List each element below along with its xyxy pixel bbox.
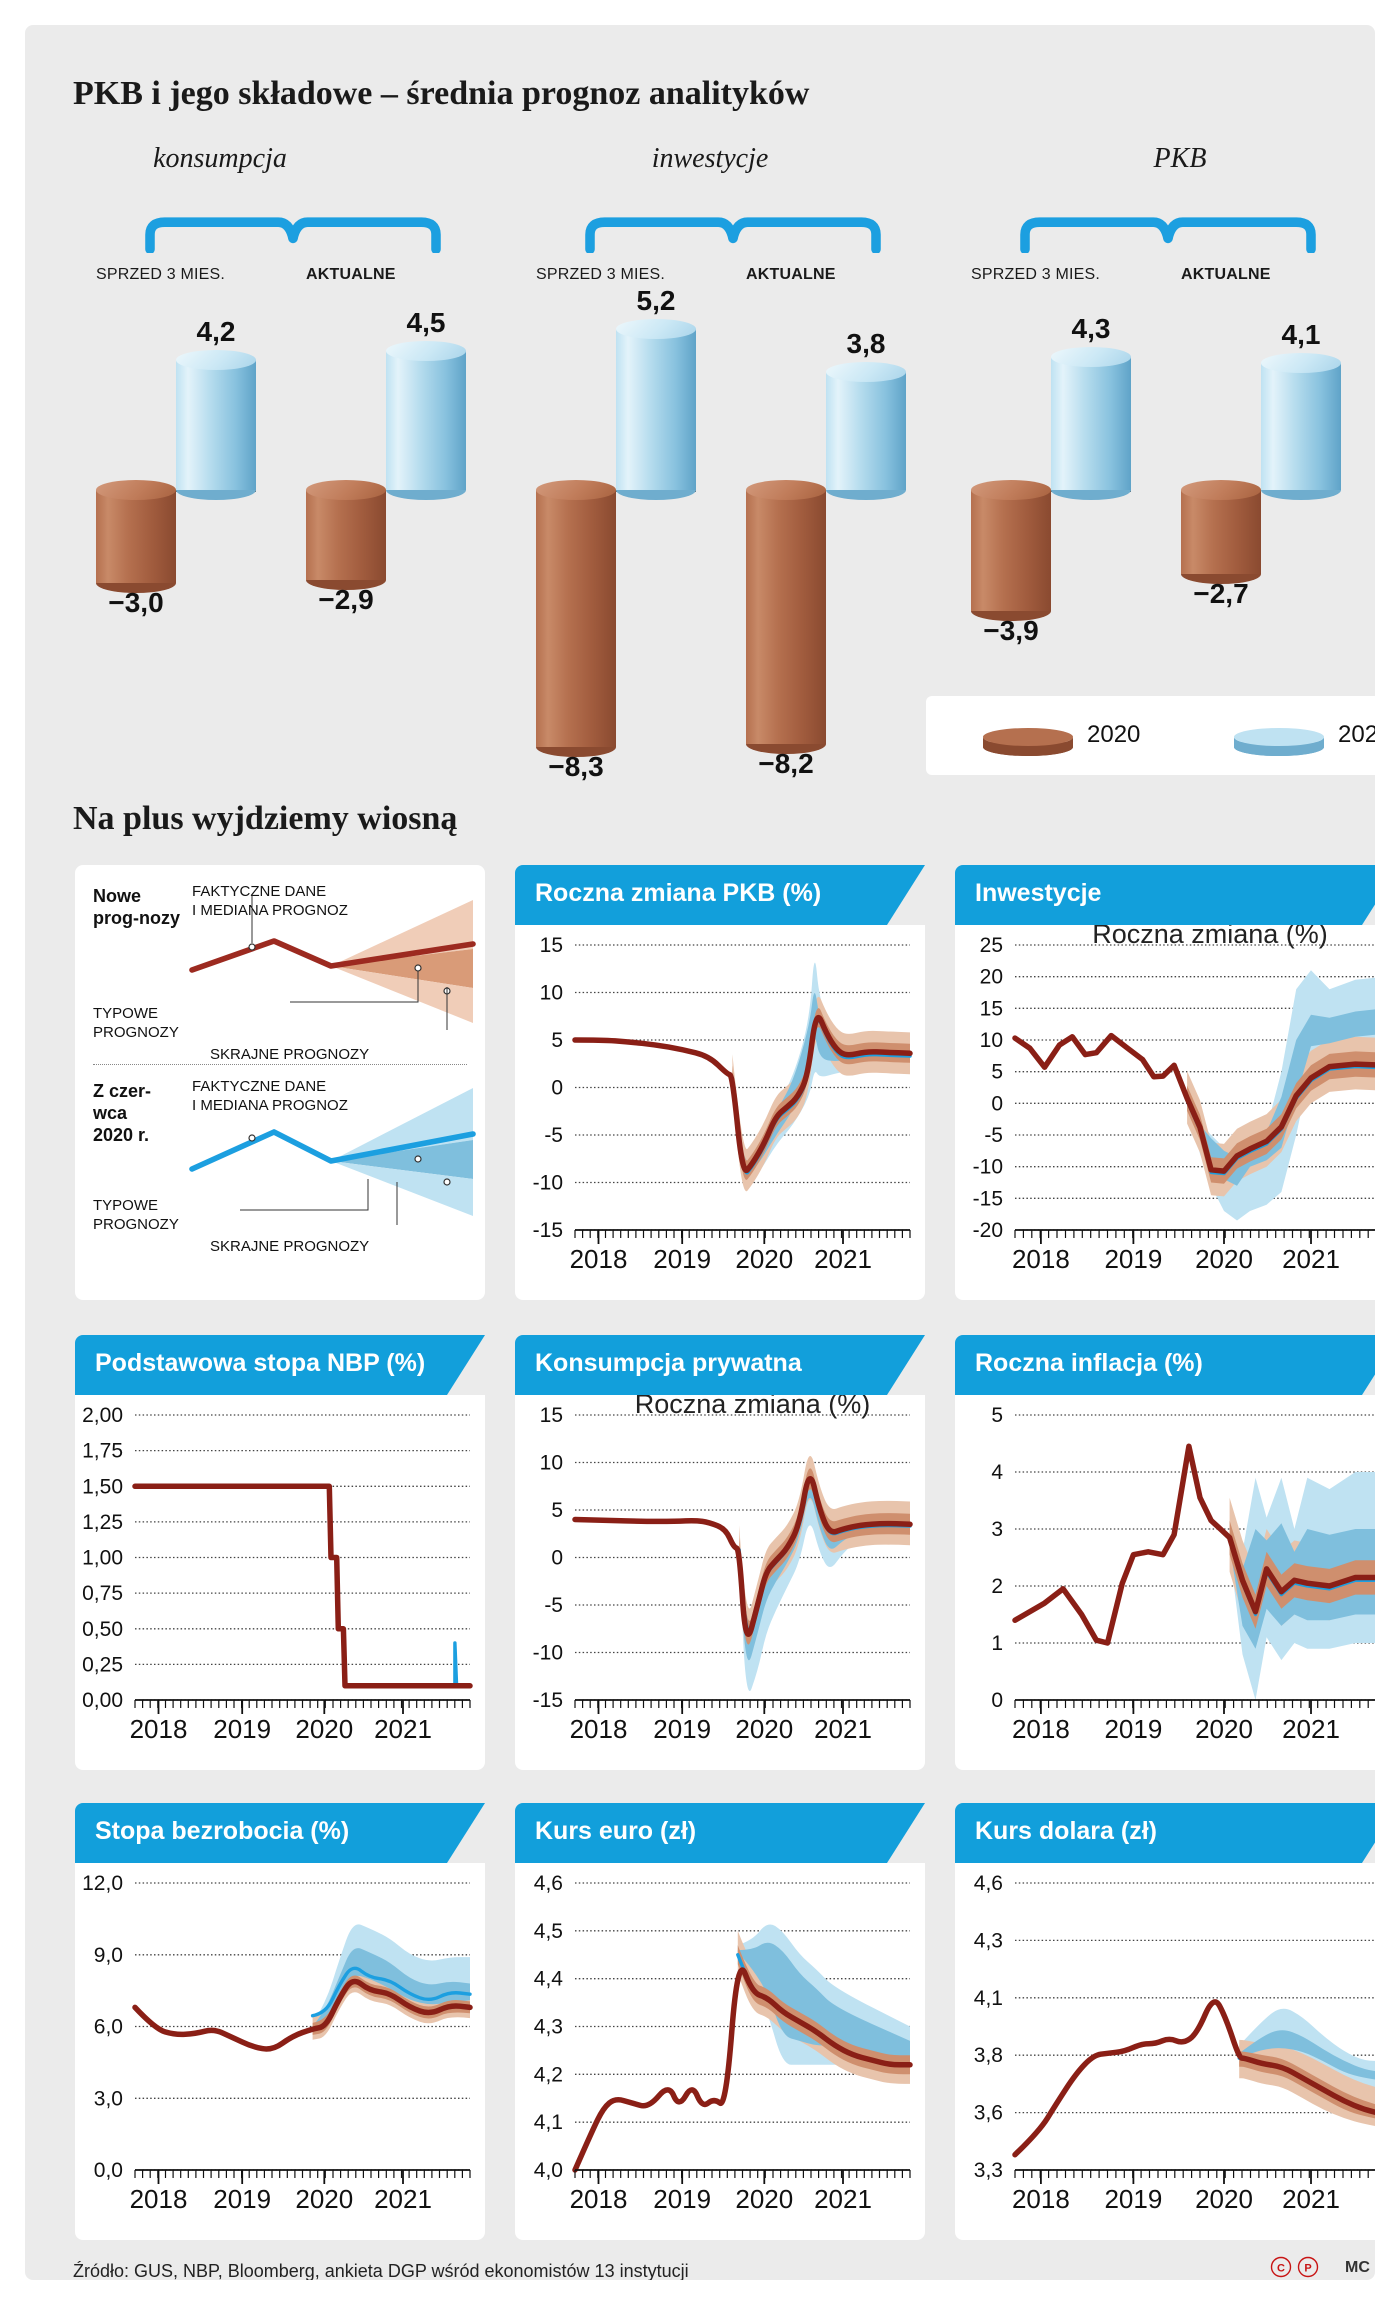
- svg-text:2020: 2020: [735, 1244, 793, 1274]
- svg-text:2020: 2020: [1195, 2184, 1253, 2214]
- svg-text:3,8: 3,8: [974, 2044, 1003, 2067]
- svg-text:2020: 2020: [295, 1714, 353, 1744]
- svg-text:4,6: 4,6: [974, 1872, 1003, 1895]
- svg-text:3,0: 3,0: [94, 2087, 123, 2110]
- svg-text:2020: 2020: [735, 1714, 793, 1744]
- svg-text:Roczna zmiana (%): Roczna zmiana (%): [1092, 925, 1328, 949]
- svg-text:15: 15: [540, 934, 563, 957]
- svg-text:2,00: 2,00: [82, 1404, 123, 1427]
- svg-text:2020: 2020: [295, 2184, 353, 2214]
- svg-text:4,1: 4,1: [974, 1987, 1003, 2010]
- svg-text:2019: 2019: [653, 2184, 711, 2214]
- svg-text:2018: 2018: [130, 1714, 188, 1744]
- svg-text:2021: 2021: [1282, 2184, 1340, 2214]
- svg-text:2020: 2020: [1195, 1714, 1253, 1744]
- svg-text:4,1: 4,1: [534, 2111, 563, 2134]
- svg-text:Roczna zmiana (%): Roczna zmiana (%): [635, 1395, 871, 1419]
- svg-text:2019: 2019: [213, 1714, 271, 1744]
- svg-text:2021: 2021: [814, 2184, 872, 2214]
- svg-text:3: 3: [991, 1518, 1003, 1541]
- svg-text:2018: 2018: [570, 1244, 628, 1274]
- svg-text:-5: -5: [984, 1124, 1003, 1147]
- svg-text:4: 4: [991, 1461, 1003, 1484]
- svg-text:1: 1: [991, 1632, 1003, 1655]
- svg-text:2018: 2018: [570, 1714, 628, 1744]
- svg-text:P: P: [1304, 2262, 1311, 2274]
- svg-text:2019: 2019: [1104, 2184, 1162, 2214]
- svg-text:25: 25: [980, 934, 1003, 957]
- svg-text:5: 5: [551, 1029, 563, 1052]
- svg-text:0,0: 0,0: [94, 2159, 123, 2182]
- svg-text:0: 0: [551, 1547, 563, 1570]
- svg-text:10: 10: [540, 1452, 563, 1475]
- svg-text:20: 20: [980, 966, 1003, 989]
- svg-text:-10: -10: [533, 1172, 563, 1195]
- svg-text:1,50: 1,50: [82, 1475, 123, 1498]
- svg-text:2021: 2021: [814, 1244, 872, 1274]
- svg-text:0,50: 0,50: [82, 1618, 123, 1641]
- svg-text:4,4: 4,4: [534, 1968, 564, 1991]
- svg-text:2021: 2021: [374, 1714, 432, 1744]
- svg-text:-15: -15: [973, 1187, 1003, 1210]
- svg-text:0,25: 0,25: [82, 1653, 123, 1676]
- svg-text:2018: 2018: [130, 2184, 188, 2214]
- svg-text:2020: 2020: [735, 2184, 793, 2214]
- svg-text:1,25: 1,25: [82, 1511, 123, 1534]
- svg-text:-15: -15: [533, 1689, 563, 1712]
- svg-text:-20: -20: [973, 1219, 1003, 1242]
- svg-text:C: C: [1277, 2262, 1285, 2274]
- svg-text:4,3: 4,3: [534, 2016, 563, 2039]
- svg-text:12,0: 12,0: [82, 1872, 123, 1895]
- svg-text:-5: -5: [544, 1594, 563, 1617]
- svg-text:2021: 2021: [1282, 1244, 1340, 1274]
- svg-text:1,00: 1,00: [82, 1547, 123, 1570]
- svg-text:2019: 2019: [1104, 1714, 1162, 1744]
- svg-text:0: 0: [551, 1077, 563, 1100]
- svg-text:2021: 2021: [374, 2184, 432, 2214]
- svg-text:2020: 2020: [1195, 1244, 1253, 1274]
- svg-text:2019: 2019: [653, 1714, 711, 1744]
- svg-text:9,0: 9,0: [94, 1944, 123, 1967]
- svg-text:10: 10: [540, 982, 563, 1005]
- svg-text:-15: -15: [533, 1219, 563, 1242]
- svg-text:4,2: 4,2: [534, 2063, 563, 2086]
- svg-text:2019: 2019: [653, 1244, 711, 1274]
- svg-text:2019: 2019: [1104, 1244, 1162, 1274]
- svg-text:3,6: 3,6: [974, 2102, 1003, 2125]
- svg-text:0: 0: [991, 1092, 1003, 1115]
- svg-text:10: 10: [980, 1029, 1003, 1052]
- svg-text:15: 15: [540, 1404, 563, 1427]
- svg-text:2018: 2018: [1012, 1714, 1070, 1744]
- svg-text:6,0: 6,0: [94, 2016, 123, 2039]
- svg-text:1,75: 1,75: [82, 1440, 123, 1463]
- svg-text:-5: -5: [544, 1124, 563, 1147]
- svg-text:2019: 2019: [213, 2184, 271, 2214]
- svg-text:3,3: 3,3: [974, 2159, 1003, 2182]
- svg-text:5: 5: [991, 1061, 1003, 1084]
- svg-text:2018: 2018: [1012, 2184, 1070, 2214]
- svg-text:5: 5: [991, 1404, 1003, 1427]
- svg-text:0,00: 0,00: [82, 1689, 123, 1712]
- svg-text:5: 5: [551, 1499, 563, 1522]
- svg-text:-10: -10: [533, 1642, 563, 1665]
- svg-text:0: 0: [991, 1689, 1003, 1712]
- svg-text:-10: -10: [973, 1156, 1003, 1179]
- svg-text:2018: 2018: [1012, 1244, 1070, 1274]
- svg-text:0,75: 0,75: [82, 1582, 123, 1605]
- svg-text:4,0: 4,0: [534, 2159, 563, 2182]
- svg-text:2: 2: [991, 1575, 1003, 1598]
- svg-text:2021: 2021: [1282, 1714, 1340, 1744]
- svg-text:4,3: 4,3: [974, 1929, 1003, 1952]
- svg-text:2021: 2021: [814, 1714, 872, 1744]
- svg-text:4,5: 4,5: [534, 1920, 563, 1943]
- svg-text:15: 15: [980, 997, 1003, 1020]
- svg-text:4,6: 4,6: [534, 1872, 563, 1895]
- svg-text:2018: 2018: [570, 2184, 628, 2214]
